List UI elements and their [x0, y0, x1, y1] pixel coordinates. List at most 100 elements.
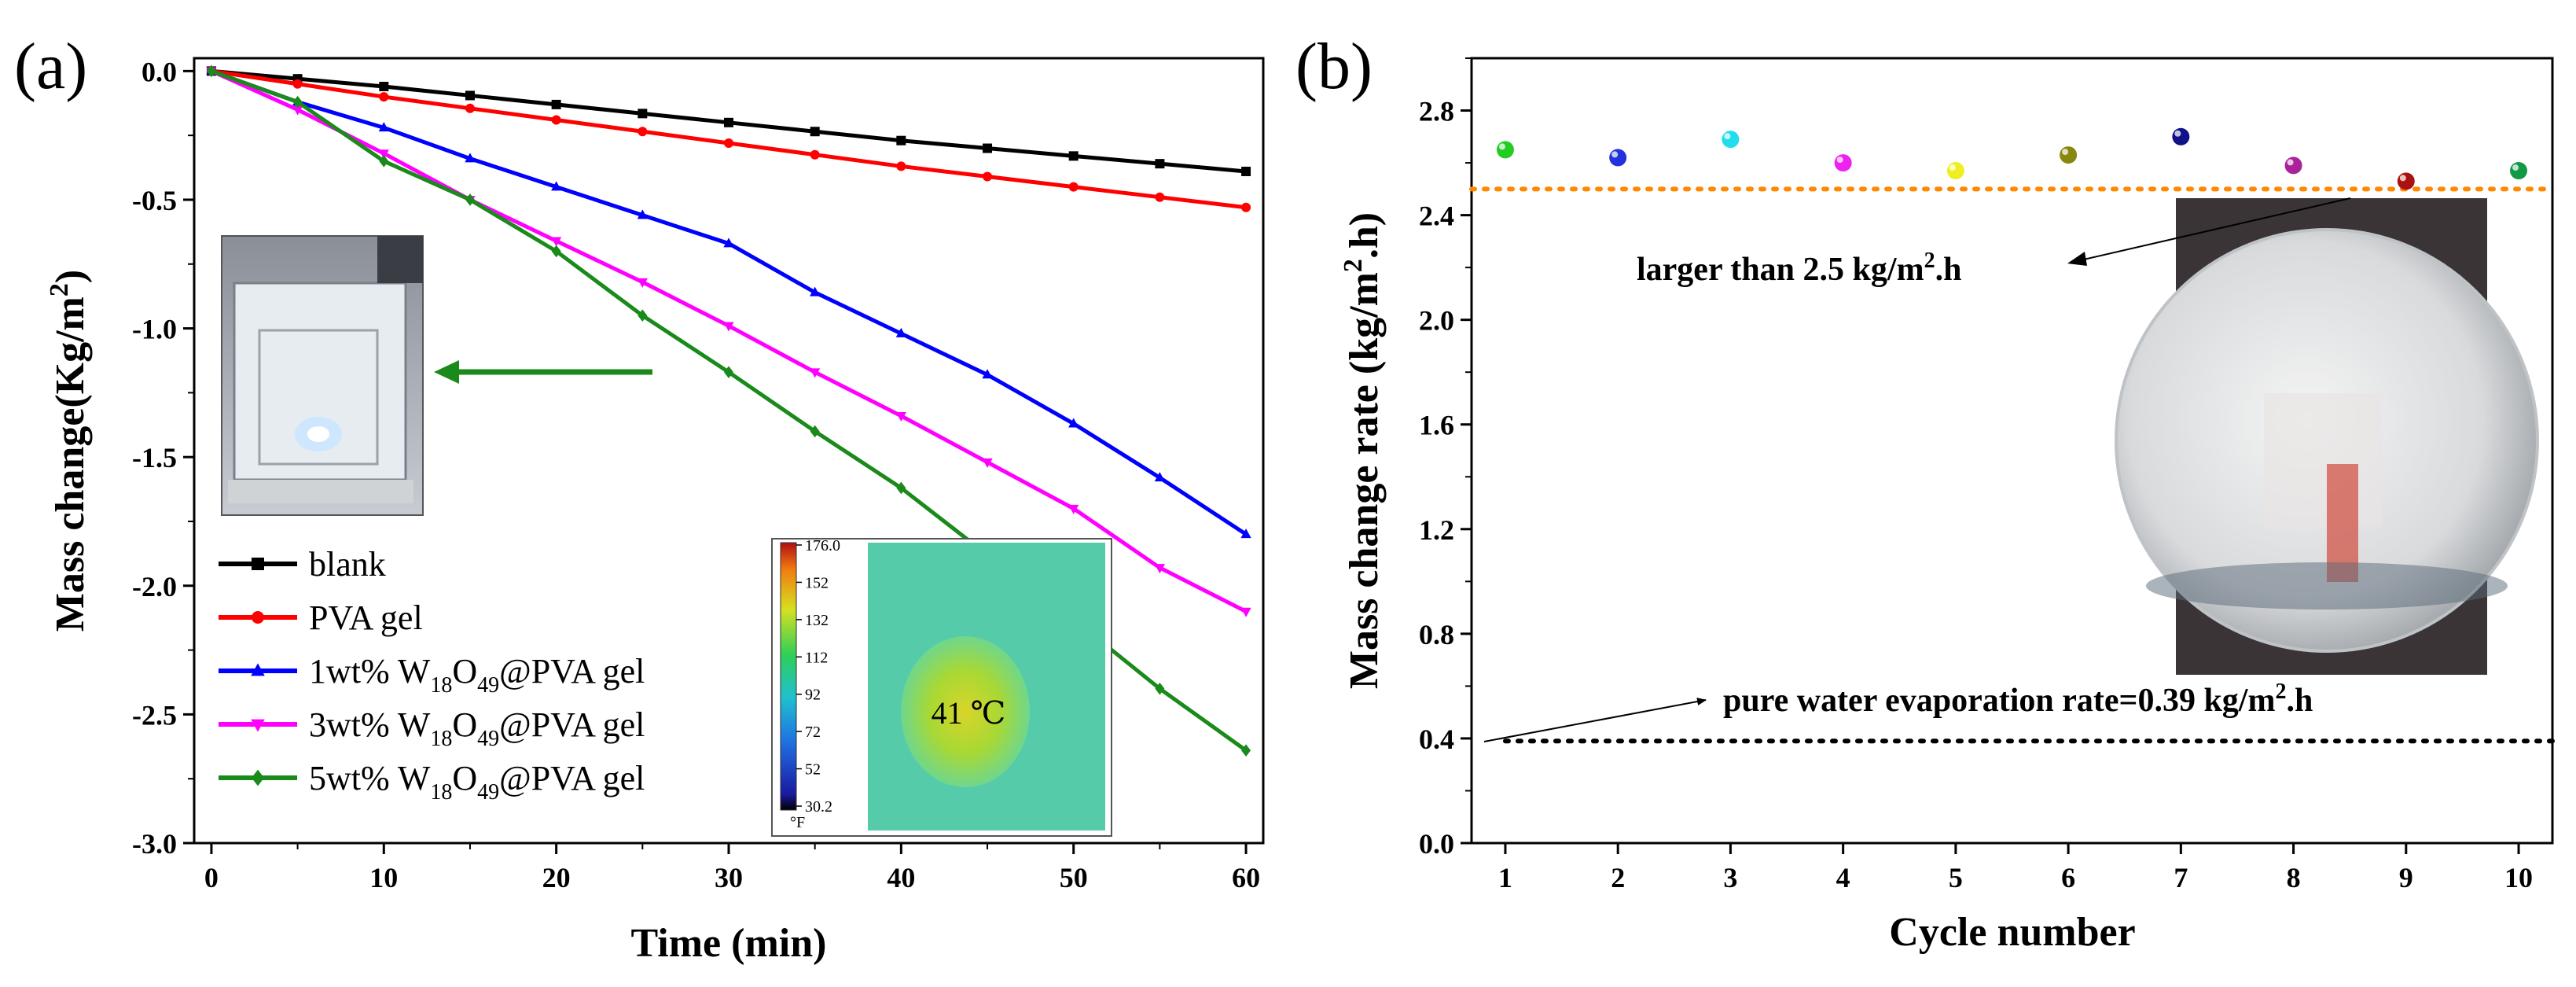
data-point: [1068, 504, 1079, 514]
point-highlight: [2512, 164, 2519, 171]
legend-entry: 5wt% W18O49@PVA gel: [219, 759, 645, 805]
y-tick-label: -2.5: [132, 699, 177, 731]
panel-a-legend: blank PVA gel 1wt% W18O49@PVA gel 3wt% W18O…: [219, 545, 645, 805]
data-point: [723, 238, 734, 248]
hotspot-temperature: 41 ℃: [932, 695, 1006, 731]
x-tick-label: 8: [2287, 862, 2301, 893]
x-tick-label: 50: [1060, 862, 1088, 893]
legend-label: blank: [309, 545, 386, 584]
x-tick-label: 3: [1723, 862, 1737, 893]
data-point: [810, 425, 820, 438]
colorbar-tick-label: 52: [805, 761, 821, 779]
data-point: [2172, 127, 2190, 145]
data-point: [1241, 744, 1251, 757]
legend-entry: blank: [219, 545, 386, 584]
annotation-lower: pure water evaporation rate=0.39 kg/m2.h: [1723, 679, 2313, 719]
data-point: [810, 368, 821, 378]
data-point: [982, 458, 993, 468]
point-sphere: [2397, 172, 2415, 190]
data-point: [465, 153, 476, 163]
y-tick-label: 0.0: [141, 56, 177, 87]
point-sphere: [1834, 154, 1852, 172]
point-highlight: [2062, 149, 2069, 156]
y-tick-label: 0.0: [1419, 828, 1454, 860]
x-tick-label: 5: [1949, 862, 1963, 893]
colorbar-tick-label: 176.0: [805, 537, 840, 554]
x-tick-label: 30: [715, 862, 743, 893]
data-point: [379, 92, 389, 102]
data-point: [983, 171, 993, 182]
point-sphere: [1496, 141, 1514, 159]
data-point: [638, 109, 648, 119]
legend-marker: [252, 769, 264, 786]
data-point: [637, 209, 648, 219]
panel-a-y-axis-title: Mass change(Kg/m2): [45, 270, 93, 632]
panel-a-x-axis-title: Time (min): [631, 921, 827, 966]
data-point: [896, 135, 906, 145]
series-3: [206, 67, 1251, 617]
data-point: [983, 143, 993, 153]
legend-entry: PVA gel: [219, 598, 423, 637]
colorbar-tick-label: 30.2: [805, 798, 832, 816]
panel-b-y-ticks: 0.0 0.4 0.8 1.2 1.6 2.0 2.4 2.8: [1419, 57, 1472, 860]
data-point: [1946, 162, 1964, 180]
y-tick-label: -0.5: [132, 185, 177, 216]
data-point: [292, 105, 303, 116]
data-point: [1154, 472, 1165, 482]
balance-photo-inset: [221, 235, 424, 516]
y-tick-label: 2.4: [1419, 201, 1454, 232]
data-point: [2060, 146, 2078, 164]
data-point: [2510, 162, 2528, 180]
panel-a-x-ticks: 0 10 20 30 40 50 60: [204, 843, 1260, 893]
series-1: [206, 66, 1251, 212]
legend-label: PVA gel: [309, 598, 423, 637]
x-tick-label: 60: [1232, 862, 1260, 893]
x-tick-label: 10: [369, 862, 398, 893]
data-point: [465, 193, 475, 206]
data-point: [1241, 202, 1251, 212]
dome-photo-inset: [2115, 198, 2539, 675]
data-point: [896, 481, 906, 495]
point-highlight: [1611, 151, 1619, 158]
y-tick-label: 1.6: [1419, 410, 1454, 441]
panel-b-points: [1496, 127, 2528, 190]
data-point: [1240, 528, 1251, 539]
x-tick-label: 10: [2504, 862, 2533, 893]
y-tick-label: 0.8: [1419, 619, 1454, 650]
panel-b-reference-lines: [1469, 186, 2555, 744]
data-point: [895, 327, 906, 337]
point-highlight: [1949, 164, 1956, 171]
point-highlight: [2287, 159, 2294, 166]
point-sphere: [2172, 127, 2190, 145]
data-point: [637, 278, 648, 288]
point-sphere: [1609, 149, 1627, 167]
data-point: [378, 122, 389, 132]
y-tick-label: -1.0: [132, 314, 177, 345]
data-point: [551, 99, 561, 109]
colorbar-tick-label: 72: [805, 724, 821, 741]
panel-b-x-axis-title: Cycle number: [1889, 910, 2135, 955]
data-point: [1722, 131, 1740, 149]
data-point: [2284, 157, 2302, 175]
data-point: [551, 245, 561, 258]
panel-b-y-axis-title: Mass change rate (kg/m2.h): [1339, 212, 1387, 689]
panel-b: (b) 1 2 3 4 5 6 7 8 9 10 0.0 0.4 0.8 1.2 1.6 2.0 2.4 2.8…: [1295, 30, 2555, 955]
legend-label: 3wt% W18O49@PVA gel: [309, 705, 645, 751]
data-point: [895, 412, 906, 422]
photo-pointer-arrow: [434, 360, 652, 384]
point-sphere: [2510, 162, 2528, 180]
point-sphere: [1722, 131, 1740, 149]
x-tick-label: 6: [2061, 862, 2075, 893]
x-tick-label: 0: [204, 862, 219, 893]
annotation-upper-arrowhead: [2067, 252, 2087, 266]
y-tick-label: 0.4: [1419, 724, 1454, 755]
data-point: [1068, 151, 1079, 161]
point-highlight: [1836, 157, 1843, 164]
data-point: [1068, 182, 1079, 192]
y-tick-label: 2.8: [1419, 96, 1454, 127]
panel-a-label: (a): [14, 30, 87, 103]
data-point: [206, 64, 216, 78]
point-highlight: [2174, 130, 2181, 137]
legend-marker: [252, 611, 264, 624]
